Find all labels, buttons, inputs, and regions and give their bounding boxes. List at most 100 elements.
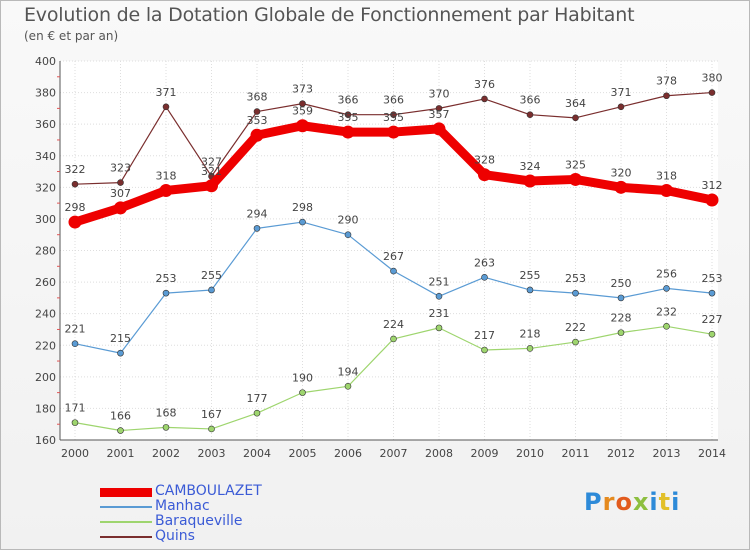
data-label-camboulazet: 312 xyxy=(702,179,723,192)
data-label-baraqueville: 227 xyxy=(702,313,723,326)
y-tick-label: 260 xyxy=(35,276,56,289)
data-label-quins: 380 xyxy=(702,72,723,85)
x-tick-label: 2013 xyxy=(653,447,681,460)
legend-label-quins: Quins xyxy=(155,528,195,544)
data-point-camboulazet xyxy=(341,125,355,139)
data-point-baraqueville xyxy=(390,335,397,343)
data-label-manhac: 251 xyxy=(429,275,450,288)
y-tick-label: 220 xyxy=(35,339,56,352)
data-point-baraqueville xyxy=(617,329,625,336)
data-point-manhac xyxy=(162,289,170,297)
data-label-camboulazet: 318 xyxy=(156,169,177,182)
data-point-manhac xyxy=(572,289,579,297)
y-tick-label: 380 xyxy=(35,87,56,100)
data-point-baraqueville xyxy=(526,345,534,352)
data-label-quins: 370 xyxy=(429,87,450,100)
data-point-quins xyxy=(71,180,79,188)
data-label-manhac: 215 xyxy=(110,332,131,345)
data-point-quins xyxy=(299,100,306,107)
data-point-manhac xyxy=(208,286,215,294)
data-point-quins xyxy=(390,111,397,118)
data-label-baraqueville: 231 xyxy=(429,307,450,320)
data-point-quins xyxy=(663,92,670,100)
data-label-camboulazet: 328 xyxy=(474,154,495,167)
data-point-baraqueville xyxy=(572,338,579,346)
data-label-camboulazet: 320 xyxy=(611,166,632,179)
y-tick-label: 400 xyxy=(35,55,56,68)
data-label-manhac: 253 xyxy=(565,272,586,285)
data-point-manhac xyxy=(526,286,534,294)
data-point-camboulazet xyxy=(478,168,491,182)
data-point-camboulazet xyxy=(523,174,537,188)
data-point-baraqueville xyxy=(708,330,716,338)
data-label-baraqueville: 232 xyxy=(656,305,677,318)
y-tick-label: 160 xyxy=(35,434,56,447)
data-label-baraqueville: 168 xyxy=(156,406,177,419)
data-label-manhac: 298 xyxy=(292,201,313,214)
x-tick-label: 2002 xyxy=(152,447,180,460)
data-point-baraqueville xyxy=(208,425,215,433)
data-point-manhac xyxy=(663,285,670,292)
x-tick-label: 2008 xyxy=(425,447,453,460)
data-label-camboulazet: 325 xyxy=(565,158,586,171)
data-label-manhac: 294 xyxy=(247,207,268,220)
data-point-baraqueville xyxy=(435,324,443,332)
y-tick-label: 180 xyxy=(35,402,56,415)
data-label-baraqueville: 224 xyxy=(383,318,404,331)
data-point-camboulazet xyxy=(205,179,218,193)
data-point-quins xyxy=(117,179,124,186)
x-tick-label: 2010 xyxy=(516,447,544,460)
data-label-manhac: 263 xyxy=(474,256,495,269)
x-tick-label: 2003 xyxy=(198,447,226,460)
data-label-camboulazet: 298 xyxy=(65,201,86,214)
data-label-baraqueville: 177 xyxy=(247,392,268,405)
data-label-baraqueville: 171 xyxy=(65,402,86,415)
data-label-manhac: 255 xyxy=(201,269,222,282)
legend-label-manhac: Manhac xyxy=(155,498,210,514)
data-point-quins xyxy=(708,89,716,96)
data-label-quins: 366 xyxy=(338,94,359,107)
x-tick-label: 2011 xyxy=(562,447,590,460)
x-tick-label: 2014 xyxy=(698,447,726,460)
data-label-camboulazet: 355 xyxy=(383,111,404,124)
data-label-quins: 323 xyxy=(110,162,131,175)
x-tick-label: 2001 xyxy=(107,447,135,460)
data-label-baraqueville: 228 xyxy=(611,312,632,325)
data-point-camboulazet xyxy=(387,125,400,139)
data-point-baraqueville xyxy=(344,383,352,390)
data-point-quins xyxy=(526,111,534,118)
data-point-baraqueville xyxy=(481,346,488,354)
data-point-manhac xyxy=(435,292,443,300)
data-label-baraqueville: 217 xyxy=(474,329,495,342)
legend-label-camboulazet: CAMBOULAZET xyxy=(155,483,262,499)
data-label-baraqueville: 190 xyxy=(292,372,313,385)
data-point-baraqueville xyxy=(299,389,306,396)
x-tick-label: 2006 xyxy=(334,447,362,460)
legend-swatch-manhac xyxy=(100,506,152,508)
x-tick-label: 2004 xyxy=(243,447,271,460)
legend-swatch-camboulazet xyxy=(100,488,152,497)
data-label-baraqueville: 218 xyxy=(520,327,541,340)
data-label-quins: 364 xyxy=(565,97,586,110)
chart-title: Evolution de la Dotation Globale de Fonc… xyxy=(24,4,635,26)
plot-area xyxy=(60,61,718,440)
data-point-manhac xyxy=(71,340,79,347)
data-label-quins: 366 xyxy=(383,94,404,107)
data-point-quins xyxy=(481,95,488,103)
data-label-camboulazet: 321 xyxy=(201,165,222,178)
data-point-camboulazet xyxy=(660,183,673,197)
data-point-manhac xyxy=(253,225,261,232)
data-point-camboulazet xyxy=(432,122,446,136)
data-point-camboulazet xyxy=(250,128,264,142)
data-label-quins: 327 xyxy=(201,155,222,168)
data-label-manhac: 250 xyxy=(611,277,632,290)
x-tick-label: 2012 xyxy=(607,447,635,460)
data-label-manhac: 267 xyxy=(383,250,404,263)
data-point-quins xyxy=(617,103,625,111)
data-label-manhac: 290 xyxy=(338,214,359,227)
data-label-quins: 368 xyxy=(247,91,268,104)
data-label-baraqueville: 222 xyxy=(565,321,586,334)
data-point-quins xyxy=(253,108,261,115)
y-tick-label: 280 xyxy=(35,245,56,258)
data-point-camboulazet xyxy=(68,215,82,229)
